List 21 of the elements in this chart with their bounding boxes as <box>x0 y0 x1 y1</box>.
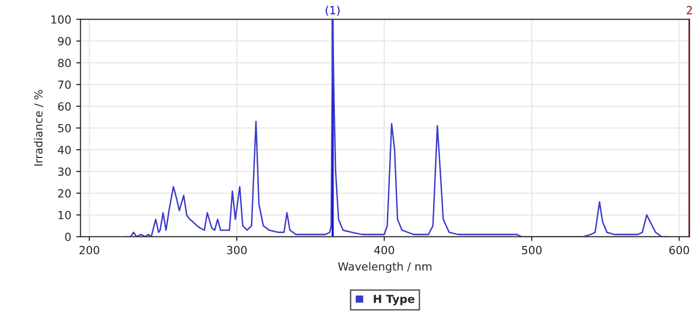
x-tick-label: 400 <box>374 246 394 254</box>
y-tick-label: 70 <box>58 80 71 89</box>
y-tick-label: 60 <box>58 102 71 111</box>
annotation: (1) <box>326 6 340 16</box>
y-tick-label: 0 <box>65 232 71 242</box>
x-axis-title: Wavelength / nm <box>338 262 432 273</box>
x-tick-label: 300 <box>227 246 247 254</box>
x-tick-label: 200 <box>80 246 100 254</box>
x-tick-label: 600 <box>669 246 690 254</box>
y-tick-label: 90 <box>58 37 71 46</box>
legend-label: H Type <box>374 294 414 306</box>
y-tick-label: 80 <box>58 58 71 68</box>
x-tick-label: 500 <box>522 246 542 254</box>
y-axis-title: Irradiance / % <box>34 90 44 166</box>
y-tick-label: 40 <box>58 146 71 154</box>
y-tick-label: 10 <box>58 210 71 220</box>
y-tick-label: 30 <box>58 167 71 176</box>
y-tick-label: 20 <box>58 189 71 198</box>
annotation: 2 <box>686 6 692 14</box>
y-tick-label: 50 <box>58 124 71 132</box>
y-tick-label: 100 <box>51 15 71 24</box>
